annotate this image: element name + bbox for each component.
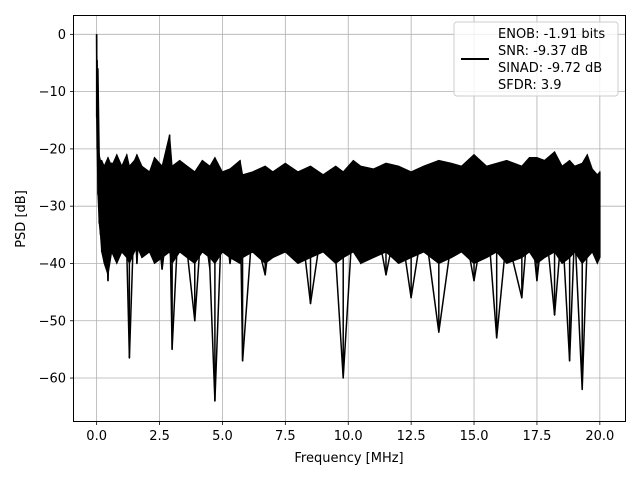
x-tick-label: 12.5 — [397, 429, 426, 444]
x-tick-label: 7.5 — [275, 429, 296, 444]
legend: ENOB: -1.91 bits SNR: -9.37 dB SINAD: -9.7… — [453, 21, 619, 97]
x-axis-ticks: 0.0 2.5 5.0 7.5 10.0 12.5 15.0 17.5 20.0 — [86, 421, 614, 444]
x-tick-label: 2.5 — [149, 429, 170, 444]
y-axis-ticks: 0 −10 −20 −30 −40 −50 −60 — [39, 28, 74, 387]
y-tick-label: −50 — [39, 314, 66, 329]
y-axis-label: PSD [dB] — [14, 190, 29, 248]
y-tick-label: −60 — [39, 372, 66, 387]
x-axis-label: Frequency [MHz] — [294, 451, 403, 466]
legend-line-3: SFDR: 3.9 — [498, 78, 562, 93]
psd-series-layer — [95, 34, 601, 402]
x-tick-label: 5.0 — [212, 429, 233, 444]
plot-frame — [73, 15, 626, 422]
x-tick-label: 15.0 — [460, 429, 489, 444]
y-tick-label: −30 — [39, 200, 66, 215]
x-tick-label: 0.0 — [86, 429, 107, 444]
y-tick-label: 0 — [58, 28, 66, 43]
y-tick-label: −40 — [39, 257, 66, 272]
y-tick-label: −10 — [39, 85, 66, 100]
legend-line-2: SINAD: -9.72 dB — [498, 61, 602, 76]
x-tick-label: 10.0 — [334, 429, 363, 444]
legend-box — [453, 21, 619, 97]
x-tick-label: 17.5 — [522, 429, 551, 444]
legend-entry-label: ENOB: -1.91 bits SNR: -9.37 dB SINAD: -9.7… — [498, 27, 605, 93]
legend-line-1: SNR: -9.37 dB — [498, 44, 588, 59]
x-tick-label: 20.0 — [585, 429, 614, 444]
legend-line-0: ENOB: -1.91 bits — [498, 27, 605, 42]
y-tick-label: −20 — [39, 142, 66, 157]
